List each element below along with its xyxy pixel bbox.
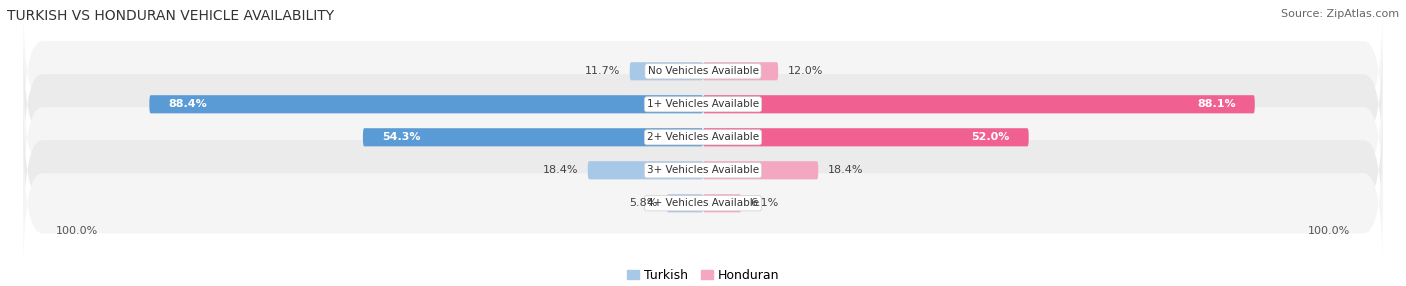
Text: 88.1%: 88.1% [1198,99,1236,109]
FancyBboxPatch shape [703,194,741,212]
FancyBboxPatch shape [630,62,703,80]
Text: 2+ Vehicles Available: 2+ Vehicles Available [647,132,759,142]
Text: 12.0%: 12.0% [787,66,823,76]
FancyBboxPatch shape [703,128,1029,146]
FancyBboxPatch shape [24,68,1382,206]
FancyBboxPatch shape [666,194,703,212]
Text: 52.0%: 52.0% [972,132,1010,142]
Text: 4+ Vehicles Available: 4+ Vehicles Available [647,198,759,208]
Text: 1+ Vehicles Available: 1+ Vehicles Available [647,99,759,109]
FancyBboxPatch shape [24,101,1382,239]
FancyBboxPatch shape [363,128,703,146]
Text: No Vehicles Available: No Vehicles Available [648,66,758,76]
Text: 88.4%: 88.4% [169,99,207,109]
Text: Source: ZipAtlas.com: Source: ZipAtlas.com [1281,9,1399,19]
FancyBboxPatch shape [703,161,818,179]
FancyBboxPatch shape [24,134,1382,272]
Text: 3+ Vehicles Available: 3+ Vehicles Available [647,165,759,175]
Legend: Turkish, Honduran: Turkish, Honduran [627,269,779,282]
FancyBboxPatch shape [703,95,1254,113]
FancyBboxPatch shape [703,62,778,80]
Text: 18.4%: 18.4% [828,165,863,175]
FancyBboxPatch shape [24,2,1382,140]
FancyBboxPatch shape [24,35,1382,173]
Text: TURKISH VS HONDURAN VEHICLE AVAILABILITY: TURKISH VS HONDURAN VEHICLE AVAILABILITY [7,9,335,23]
Text: 5.8%: 5.8% [628,198,657,208]
FancyBboxPatch shape [588,161,703,179]
Text: 6.1%: 6.1% [751,198,779,208]
Text: 11.7%: 11.7% [585,66,620,76]
Text: 18.4%: 18.4% [543,165,578,175]
FancyBboxPatch shape [149,95,703,113]
Text: 54.3%: 54.3% [381,132,420,142]
